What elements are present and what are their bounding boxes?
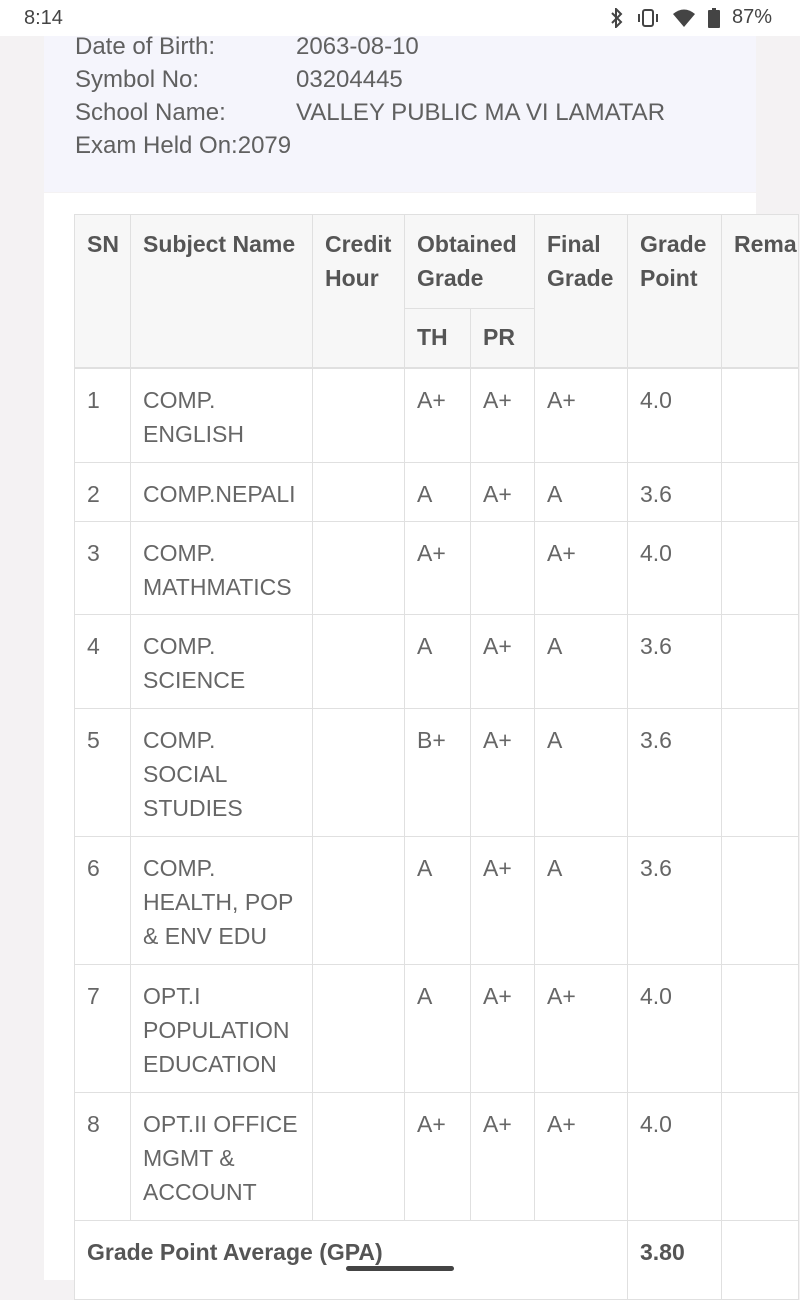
cell-pr — [470, 521, 535, 615]
cell-subject-name: COMP. SCIENCE — [130, 614, 313, 709]
cell-final-grade: A+ — [534, 964, 628, 1093]
cell-pr: A+ — [470, 368, 535, 463]
cell-remarks — [721, 614, 799, 709]
cell-remarks — [721, 1092, 799, 1221]
cell-th: A+ — [404, 368, 471, 463]
header-th: TH — [404, 308, 471, 368]
cell-grade-point: 3.6 — [627, 836, 722, 965]
cell-subject-name: COMP.NEPALI — [130, 462, 313, 522]
dob-row: Date of Birth: 2063-08-10 — [75, 33, 419, 61]
school-row: School Name: VALLEY PUBLIC MA VI LAMATAR — [75, 99, 665, 127]
cell-sn: 7 — [74, 964, 131, 1093]
header-final-grade: Final Grade — [534, 214, 628, 368]
cell-grade-point: 4.0 — [627, 1092, 722, 1221]
exam-held-on: Exam Held On:2079 — [75, 132, 292, 159]
header-remarks: Rema — [721, 214, 799, 368]
cell-final-grade: A — [534, 708, 628, 837]
cell-final-grade: A+ — [534, 521, 628, 615]
cell-sn: 5 — [74, 708, 131, 837]
cell-th: A — [404, 964, 471, 1093]
cell-sn: 2 — [74, 462, 131, 522]
cell-grade-point: 3.6 — [627, 462, 722, 522]
cell-subject-name: COMP. ENGLISH — [130, 368, 313, 463]
school-label: School Name: — [75, 99, 226, 126]
battery-icon — [707, 7, 720, 28]
cell-credit-hour — [312, 614, 405, 709]
cell-grade-point: 4.0 — [627, 521, 722, 615]
cell-th: A — [404, 462, 471, 522]
wifi-icon — [672, 8, 696, 28]
cell-remarks — [721, 368, 799, 463]
battery-percent: 87% — [731, 6, 772, 28]
status-bar: 8:14 87% — [0, 0, 800, 36]
cell-pr: A+ — [470, 964, 535, 1093]
gpa-remarks — [721, 1220, 799, 1300]
cell-credit-hour — [312, 836, 405, 965]
cell-pr: A+ — [470, 836, 535, 965]
header-obtained-grade: Obtained Grade — [404, 214, 535, 309]
cell-th: A — [404, 614, 471, 709]
symbol-value: 03204445 — [296, 66, 403, 93]
cell-subject-name: COMP. MATHMATICS — [130, 521, 313, 615]
cell-remarks — [721, 964, 799, 1093]
cell-subject-name: OPT.II OFFICE MGMT & ACCOUNT — [130, 1092, 313, 1221]
cell-pr: A+ — [470, 462, 535, 522]
cell-grade-point: 3.6 — [627, 614, 722, 709]
cell-remarks — [721, 708, 799, 837]
dob-value: 2063-08-10 — [296, 33, 419, 60]
cell-credit-hour — [312, 462, 405, 522]
exam-row: Exam Held On:2079 — [75, 132, 291, 160]
cell-remarks — [721, 521, 799, 615]
home-gesture-bar[interactable] — [346, 1266, 454, 1271]
cell-pr: A+ — [470, 614, 535, 709]
header-pr: PR — [470, 308, 535, 368]
gpa-value: 3.80 — [627, 1220, 722, 1300]
gpa-label: Grade Point Average (GPA) — [74, 1220, 628, 1300]
cell-remarks — [721, 462, 799, 522]
header-sn: SN — [74, 214, 131, 368]
cell-pr: A+ — [470, 1092, 535, 1221]
cell-subject-name: COMP. HEALTH, POP & ENV EDU — [130, 836, 313, 965]
cell-grade-point: 4.0 — [627, 964, 722, 1093]
school-value: VALLEY PUBLIC MA VI LAMATAR — [296, 99, 666, 126]
cell-credit-hour — [312, 1092, 405, 1221]
cell-remarks — [721, 836, 799, 965]
cell-subject-name: OPT.I POPULATION EDUCATION — [130, 964, 313, 1093]
cell-th: A — [404, 836, 471, 965]
cell-sn: 3 — [74, 521, 131, 615]
header-credit-hour: Credit Hour — [312, 214, 405, 368]
status-time: 8:14 — [24, 7, 63, 29]
cell-credit-hour — [312, 708, 405, 837]
cell-final-grade: A — [534, 836, 628, 965]
vibrate-icon — [636, 8, 660, 28]
header-subject-name: Subject Name — [130, 214, 313, 368]
cell-sn: 1 — [74, 368, 131, 463]
cell-final-grade: A — [534, 614, 628, 709]
symbol-label: Symbol No: — [75, 66, 200, 93]
cell-th: A+ — [404, 1092, 471, 1221]
status-icons: 87% — [610, 6, 772, 29]
cell-credit-hour — [312, 521, 405, 615]
cell-sn: 8 — [74, 1092, 131, 1221]
cell-credit-hour — [312, 368, 405, 463]
cell-credit-hour — [312, 964, 405, 1093]
cell-sn: 4 — [74, 614, 131, 709]
cell-sn: 6 — [74, 836, 131, 965]
cell-final-grade: A — [534, 462, 628, 522]
header-grade-point: Grade Point — [627, 214, 722, 368]
cell-grade-point: 4.0 — [627, 368, 722, 463]
cell-grade-point: 3.6 — [627, 708, 722, 837]
symbol-row: Symbol No: 03204445 — [75, 66, 403, 94]
cell-th: B+ — [404, 708, 471, 837]
cell-pr: A+ — [470, 708, 535, 837]
cell-final-grade: A+ — [534, 1092, 628, 1221]
bluetooth-icon — [610, 7, 624, 28]
cell-final-grade: A+ — [534, 368, 628, 463]
cell-subject-name: COMP. SOCIAL STUDIES — [130, 708, 313, 837]
student-info-panel: Date of Birth: 2063-08-10 Symbol No: 03204… — [44, 33, 756, 192]
dob-label: Date of Birth: — [75, 33, 216, 60]
cell-th: A+ — [404, 521, 471, 615]
